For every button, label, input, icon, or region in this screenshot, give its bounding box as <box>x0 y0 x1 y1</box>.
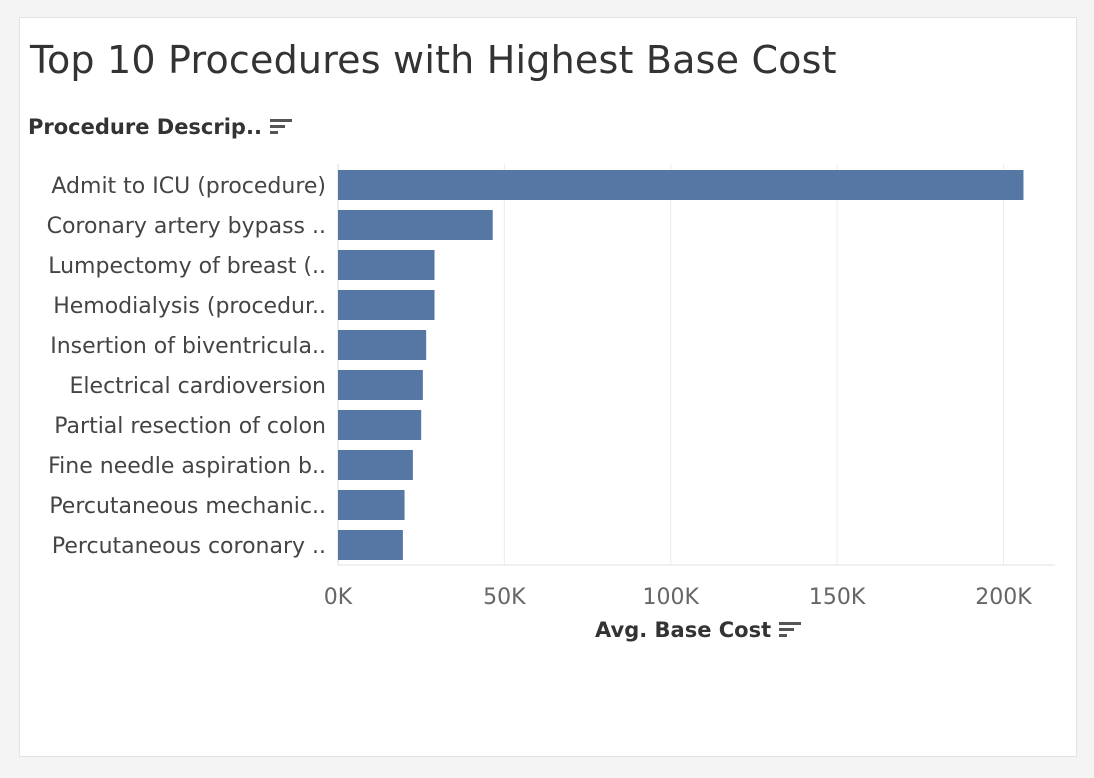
bar[interactable] <box>338 250 435 280</box>
x-field-label: Avg. Base Cost <box>595 618 772 642</box>
bar[interactable] <box>338 170 1024 200</box>
category-label: Partial resection of colon <box>54 414 326 439</box>
category-label: Percutaneous coronary .. <box>52 534 326 559</box>
x-tick-label: 100K <box>643 585 700 610</box>
bar[interactable] <box>338 290 435 320</box>
x-tick-label: 50K <box>483 585 526 610</box>
category-label: Percutaneous mechanic.. <box>49 494 326 519</box>
x-field-header[interactable]: Avg. Base Cost <box>595 618 802 642</box>
bar[interactable] <box>338 450 413 480</box>
category-label: Fine needle aspiration b.. <box>48 454 326 479</box>
x-tick-label: 150K <box>809 585 866 610</box>
bar[interactable] <box>338 370 423 400</box>
axis-ticks: 0K 50K 100K 150K 200K <box>324 585 1032 610</box>
chart-card <box>19 17 1077 757</box>
chart-title: Top 10 Procedures with Highest Base Cost <box>30 38 837 82</box>
category-label: Lumpectomy of breast (.. <box>48 254 326 279</box>
x-tick-label: 200K <box>975 585 1032 610</box>
y-field-header[interactable]: Procedure Descrip.. <box>28 115 292 139</box>
category-labels: Admit to ICU (procedure) Coronary artery … <box>47 174 326 559</box>
category-label: Hemodialysis (procedur.. <box>53 294 326 319</box>
bar[interactable] <box>338 530 403 560</box>
x-tick-label: 0K <box>324 585 353 610</box>
category-label: Admit to ICU (procedure) <box>51 174 326 199</box>
bar[interactable] <box>338 210 493 240</box>
bar[interactable] <box>338 330 427 360</box>
category-label: Insertion of biventricula.. <box>50 334 326 359</box>
bar[interactable] <box>338 410 422 440</box>
category-label: Coronary artery bypass .. <box>47 214 326 239</box>
bar[interactable] <box>338 490 405 520</box>
bars <box>338 170 1024 560</box>
sort-icon[interactable] <box>269 117 292 137</box>
grid-lines <box>337 164 1055 566</box>
sort-icon[interactable] <box>779 620 802 640</box>
y-field-label: Procedure Descrip.. <box>28 115 262 139</box>
category-label: Electrical cardioversion <box>70 374 326 399</box>
